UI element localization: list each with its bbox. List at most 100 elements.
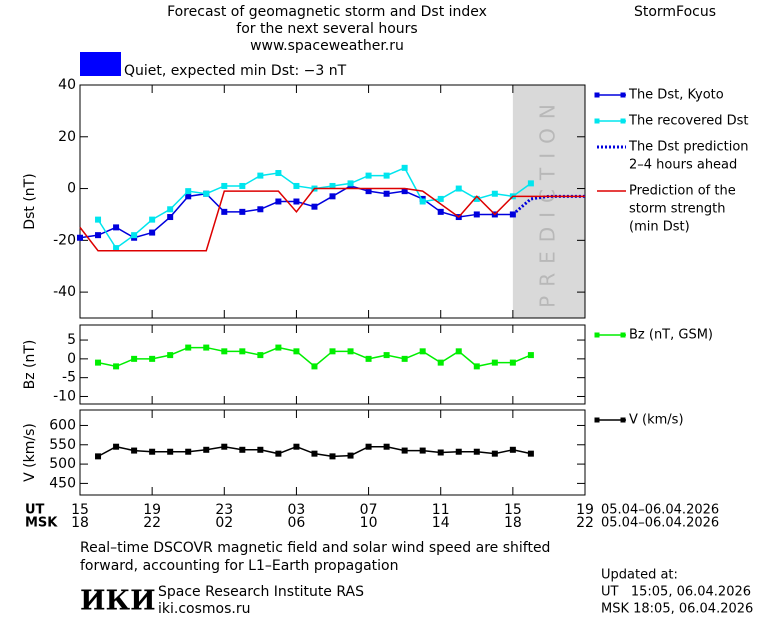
data-point <box>239 208 246 215</box>
x-tick-label: 15 <box>71 502 89 518</box>
data-point <box>167 206 174 213</box>
data-point <box>185 188 192 195</box>
y-tick-label: 20 <box>58 129 76 145</box>
data-point <box>527 352 534 359</box>
legend-marker <box>620 118 626 124</box>
legend-marker <box>594 332 600 338</box>
data-point <box>275 450 282 457</box>
data-point <box>239 446 246 453</box>
data-point <box>509 446 516 453</box>
data-point <box>113 443 120 450</box>
y-axis-label: Bz (nT) <box>22 340 38 390</box>
x-tick-label: 23 <box>215 502 233 518</box>
data-point <box>185 344 192 351</box>
logo: ИКИ <box>80 586 156 617</box>
legend-marker <box>594 92 600 98</box>
x-tick-label: 06 <box>288 515 306 531</box>
data-point <box>383 352 390 359</box>
data-point <box>455 185 462 192</box>
x-tick-label: 22 <box>576 515 594 531</box>
legend-label: V (km/s) <box>629 413 684 428</box>
data-point <box>347 180 354 187</box>
data-point <box>167 214 174 221</box>
legend-label: The recovered Dst <box>628 114 748 129</box>
data-point <box>113 245 120 252</box>
x-tick-label: 19 <box>143 502 161 518</box>
data-point <box>419 198 426 205</box>
data-point <box>239 182 246 189</box>
data-point <box>131 355 138 362</box>
data-point <box>455 348 462 355</box>
note: Real–time DSCOVR magnetic field and sola… <box>80 540 550 556</box>
updated-ut: UT 15:05, 06.04.2026 <box>601 585 751 600</box>
legend-marker <box>620 92 626 98</box>
data-point <box>509 359 516 366</box>
prediction-label: PREDICTION <box>535 95 559 308</box>
legend-label: Prediction of the <box>629 184 736 199</box>
data-point <box>365 188 372 195</box>
data-point <box>275 198 282 205</box>
note: forward, accounting for L1–Earth propaga… <box>80 558 399 574</box>
data-point <box>113 224 120 231</box>
y-tick-label: 40 <box>58 77 76 93</box>
data-point <box>149 216 156 223</box>
x-tick-label: 14 <box>432 515 450 531</box>
data-point <box>329 453 336 460</box>
y-tick-label: 5 <box>67 332 76 348</box>
data-point <box>473 363 480 370</box>
y-tick-label: 600 <box>49 417 76 433</box>
data-point <box>491 359 498 366</box>
legend-label: 2–4 hours ahead <box>629 158 737 173</box>
status: Quiet, expected min Dst: −3 nT <box>124 63 347 79</box>
legend-marker <box>620 417 626 423</box>
data-point <box>473 448 480 455</box>
data-point <box>383 443 390 450</box>
plot-frame <box>79 409 586 496</box>
data-point <box>203 344 210 351</box>
data-point <box>221 182 228 189</box>
data-point <box>149 229 156 236</box>
data-point <box>275 344 282 351</box>
data-point <box>401 164 408 171</box>
y-tick-label: 500 <box>49 456 76 472</box>
legend-label: Bz (nT, GSM) <box>629 328 713 343</box>
data-point <box>527 180 534 187</box>
data-point <box>311 450 318 457</box>
data-point <box>275 170 282 177</box>
data-point <box>419 447 426 454</box>
institute: Space Research Institute RAS <box>158 584 364 600</box>
y-tick-label: 550 <box>49 437 76 453</box>
status-swatch <box>80 52 121 76</box>
data-point <box>527 450 534 457</box>
data-point <box>437 195 444 202</box>
series-line <box>79 187 585 252</box>
data-point <box>113 363 120 370</box>
y-axis-label: V (km/s) <box>22 423 38 482</box>
data-point <box>293 198 300 205</box>
y-tick-label: 0 <box>67 351 76 367</box>
prediction-zone <box>512 85 585 318</box>
data-point <box>257 172 264 179</box>
title: for the next several hours <box>236 21 417 37</box>
date-range: 05.04–06.04.2026 <box>601 516 719 531</box>
x-tick-label: 19 <box>576 502 594 518</box>
data-point <box>437 449 444 456</box>
data-point <box>77 234 83 241</box>
legend-marker <box>594 118 600 124</box>
data-point <box>329 348 336 355</box>
data-point <box>185 193 192 200</box>
data-point <box>311 203 318 210</box>
data-point <box>257 206 264 213</box>
x-tick-label: 07 <box>360 502 378 518</box>
y-tick-label: 450 <box>49 475 76 491</box>
data-point <box>149 355 156 362</box>
data-point <box>167 352 174 359</box>
data-point <box>239 348 246 355</box>
data-point <box>383 172 390 179</box>
data-point <box>401 447 408 454</box>
site: iki.cosmos.ru <box>158 601 250 617</box>
data-point <box>167 448 174 455</box>
data-point <box>203 446 210 453</box>
title: www.spaceweather.ru <box>250 38 404 54</box>
